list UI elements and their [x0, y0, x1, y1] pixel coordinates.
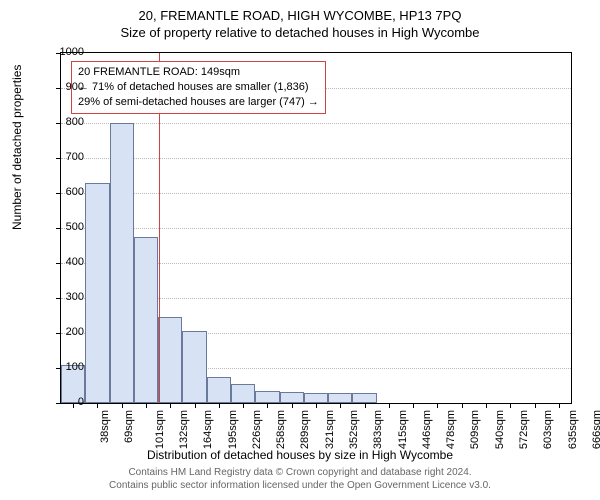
- histogram-bar: [207, 377, 231, 403]
- histogram-bar: [280, 392, 304, 403]
- x-tick-label: 478sqm: [445, 410, 457, 449]
- attribution-line1: Contains HM Land Registry data © Crown c…: [128, 467, 471, 478]
- chart-title-main: 20, FREMANTLE ROAD, HIGH WYCOMBE, HP13 7…: [0, 0, 600, 23]
- x-tick-mark: [389, 403, 390, 408]
- x-tick-mark: [510, 403, 511, 408]
- histogram-bar: [255, 391, 279, 403]
- y-tick-label: 600: [66, 186, 84, 198]
- y-tick-label: 700: [66, 151, 84, 163]
- histogram-bar: [231, 384, 255, 403]
- plot-region: 20 FREMANTLE ROAD: 149sqm← 71% of detach…: [60, 52, 572, 404]
- y-tick-label: 800: [66, 116, 84, 128]
- x-tick-mark: [195, 403, 196, 408]
- x-tick-label: 132sqm: [178, 410, 190, 449]
- y-tick-mark: [56, 298, 61, 299]
- gridline: [61, 158, 571, 159]
- chart-area: 20 FREMANTLE ROAD: 149sqm← 71% of detach…: [60, 52, 570, 402]
- x-tick-label: 289sqm: [300, 410, 312, 449]
- x-tick-label: 258sqm: [275, 410, 287, 449]
- x-tick-label: 509sqm: [470, 410, 482, 449]
- attribution-line2: Contains public sector information licen…: [109, 480, 491, 491]
- x-axis-label: Distribution of detached houses by size …: [0, 448, 600, 462]
- y-tick-label: 0: [78, 396, 84, 408]
- x-tick-mark: [486, 403, 487, 408]
- y-tick-label: 100: [66, 361, 84, 373]
- annotation-box: 20 FREMANTLE ROAD: 149sqm← 71% of detach…: [71, 61, 326, 114]
- x-tick-label: 164sqm: [202, 410, 214, 449]
- x-tick-label: 101sqm: [154, 410, 166, 449]
- x-tick-label: 383sqm: [372, 410, 384, 449]
- y-tick-mark: [56, 88, 61, 89]
- x-tick-label: 69sqm: [123, 410, 135, 443]
- x-tick-mark: [267, 403, 268, 408]
- y-tick-label: 1000: [60, 46, 84, 58]
- x-tick-mark: [170, 403, 171, 408]
- attribution-text: Contains HM Land Registry data © Crown c…: [0, 466, 600, 492]
- x-tick-mark: [462, 403, 463, 408]
- histogram-bar: [352, 393, 376, 404]
- x-tick-mark: [243, 403, 244, 408]
- x-tick-mark: [535, 403, 536, 408]
- x-tick-mark: [413, 403, 414, 408]
- x-tick-mark: [219, 403, 220, 408]
- x-tick-label: 603sqm: [542, 410, 554, 449]
- histogram-bar: [182, 331, 206, 403]
- x-tick-label: 635sqm: [567, 410, 579, 449]
- y-tick-label: 400: [66, 256, 84, 268]
- annotation-line: 20 FREMANTLE ROAD: 149sqm: [78, 65, 319, 80]
- y-tick-label: 900: [66, 81, 84, 93]
- y-tick-mark: [56, 193, 61, 194]
- gridline: [61, 193, 571, 194]
- histogram-bar: [134, 237, 158, 403]
- x-tick-mark: [365, 403, 366, 408]
- x-tick-mark: [97, 403, 98, 408]
- y-tick-label: 200: [66, 326, 84, 338]
- x-tick-mark: [292, 403, 293, 408]
- y-tick-mark: [56, 263, 61, 264]
- x-tick-mark: [146, 403, 147, 408]
- x-tick-label: 321sqm: [324, 410, 336, 449]
- x-tick-label: 415sqm: [397, 410, 409, 449]
- histogram-bar: [85, 183, 109, 404]
- y-axis-label: Number of detached properties: [10, 65, 24, 230]
- x-tick-label: 540sqm: [494, 410, 506, 449]
- chart-container: 20, FREMANTLE ROAD, HIGH WYCOMBE, HP13 7…: [0, 0, 600, 500]
- y-tick-mark: [56, 158, 61, 159]
- x-tick-label: 666sqm: [591, 410, 600, 449]
- histogram-bar: [328, 393, 352, 404]
- y-tick-label: 300: [66, 291, 84, 303]
- y-tick-mark: [56, 403, 61, 404]
- x-tick-label: 195sqm: [227, 410, 239, 449]
- x-tick-label: 446sqm: [421, 410, 433, 449]
- x-tick-mark: [340, 403, 341, 408]
- x-tick-label: 572sqm: [518, 410, 530, 449]
- gridline: [61, 123, 571, 124]
- annotation-line: 29% of semi-detached houses are larger (…: [78, 95, 319, 110]
- x-tick-mark: [437, 403, 438, 408]
- x-tick-label: 38sqm: [99, 410, 111, 443]
- x-tick-mark: [559, 403, 560, 408]
- x-tick-mark: [122, 403, 123, 408]
- histogram-bar: [110, 123, 134, 403]
- x-tick-label: 352sqm: [348, 410, 360, 449]
- annotation-line: ← 71% of detached houses are smaller (1,…: [78, 80, 319, 95]
- chart-title-sub: Size of property relative to detached ho…: [0, 23, 600, 46]
- histogram-bar: [158, 317, 182, 403]
- gridline: [61, 228, 571, 229]
- y-tick-mark: [56, 123, 61, 124]
- histogram-bar: [304, 393, 328, 404]
- x-tick-mark: [316, 403, 317, 408]
- x-tick-label: 226sqm: [251, 410, 263, 449]
- y-tick-label: 500: [66, 221, 84, 233]
- y-tick-mark: [56, 228, 61, 229]
- x-tick-mark: [73, 403, 74, 408]
- y-tick-mark: [56, 333, 61, 334]
